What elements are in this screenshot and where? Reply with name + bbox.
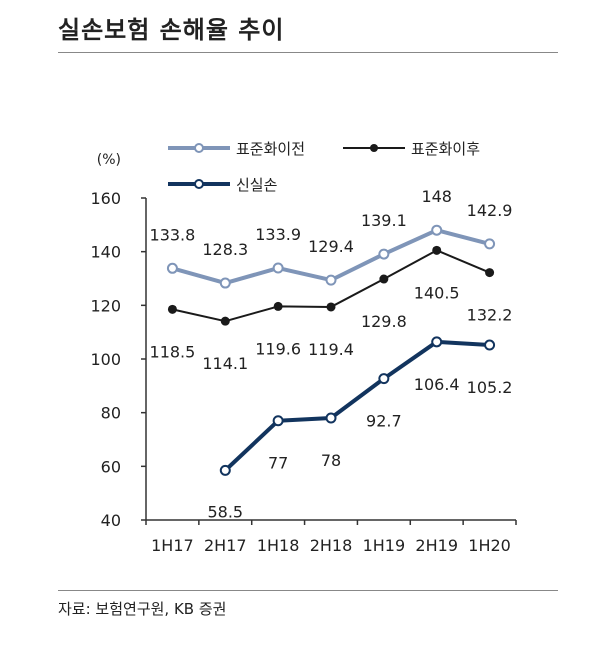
x-tick-label: 2H19 [415,536,458,555]
data-point [325,412,337,424]
y-axis-unit: (%) [97,152,121,168]
legend-marker [370,144,378,152]
data-point [166,262,178,274]
data-point [220,316,230,326]
data-point [325,274,337,286]
legend-label: 표준화이전 [236,140,305,158]
data-label: 119.6 [255,339,301,358]
data-point [484,339,496,351]
data-label: 106.4 [414,375,460,394]
data-label: 92.7 [366,412,402,431]
data-label: 114.1 [202,354,248,373]
data-point [219,464,231,476]
data-point [167,304,177,314]
y-tick-label: 80 [101,404,121,423]
source-note: 자료: 보험연구원, KB 증권 [58,600,227,618]
legend-marker [194,179,204,189]
series-markers [166,224,496,476]
x-tick-label: 1H17 [151,536,194,555]
data-label: 78 [321,451,341,470]
data-point [219,277,231,289]
data-label: 133.9 [255,225,301,244]
x-tick-label: 1H18 [257,536,300,555]
y-tick-label: 160 [90,189,121,208]
data-label: 129.4 [308,237,354,256]
y-tick-label: 40 [101,511,121,530]
y-tick-label: 140 [90,243,121,262]
series-line [223,339,490,472]
x-tick-label: 1H20 [468,536,511,555]
y-tick-label: 60 [101,457,121,476]
legend-label: 표준화이후 [411,140,480,158]
x-tick-label: 1H19 [363,536,406,555]
chart-title: 실손보험 손해율 추이 [58,16,285,44]
data-label: 118.5 [150,342,196,361]
data-point [378,248,390,260]
data-label: 77 [268,454,288,473]
data-point [272,262,284,274]
data-label: 139.1 [361,211,407,230]
data-label: 148 [421,187,452,206]
data-label: 129.8 [361,312,407,331]
y-tick-label: 100 [90,350,121,369]
data-point [431,336,443,348]
data-point [484,238,496,250]
data-label: 140.5 [414,283,460,302]
data-point [379,274,389,284]
footer-divider [58,590,558,591]
title-divider [58,52,558,53]
data-label: 132.2 [467,306,513,325]
y-tick-label: 120 [90,296,121,315]
data-label: 142.9 [467,201,513,220]
data-point [431,224,443,236]
legend-marker [194,143,204,153]
axes: 40 60 80 100 120 140 160 (%) 1H17 2H17 1H18 2H18 1H1… [90,152,517,555]
data-label: 105.2 [467,378,513,397]
x-tick-label: 2H18 [310,536,353,555]
legend-label: 신실손 [236,176,278,194]
x-tick-label: 2H17 [204,536,247,555]
data-label: 58.5 [207,502,243,521]
data-labels: 133.8 128.3 133.9 129.4 139.1 148 142.9 118.5 11… [150,187,513,521]
data-point [273,301,283,311]
data-label: 128.3 [202,240,248,259]
data-point [378,373,390,385]
data-label: 119.4 [308,340,354,359]
data-point [485,268,495,278]
data-point [326,302,336,312]
data-label: 133.8 [150,225,196,244]
data-point [272,415,284,427]
data-point [432,245,442,255]
